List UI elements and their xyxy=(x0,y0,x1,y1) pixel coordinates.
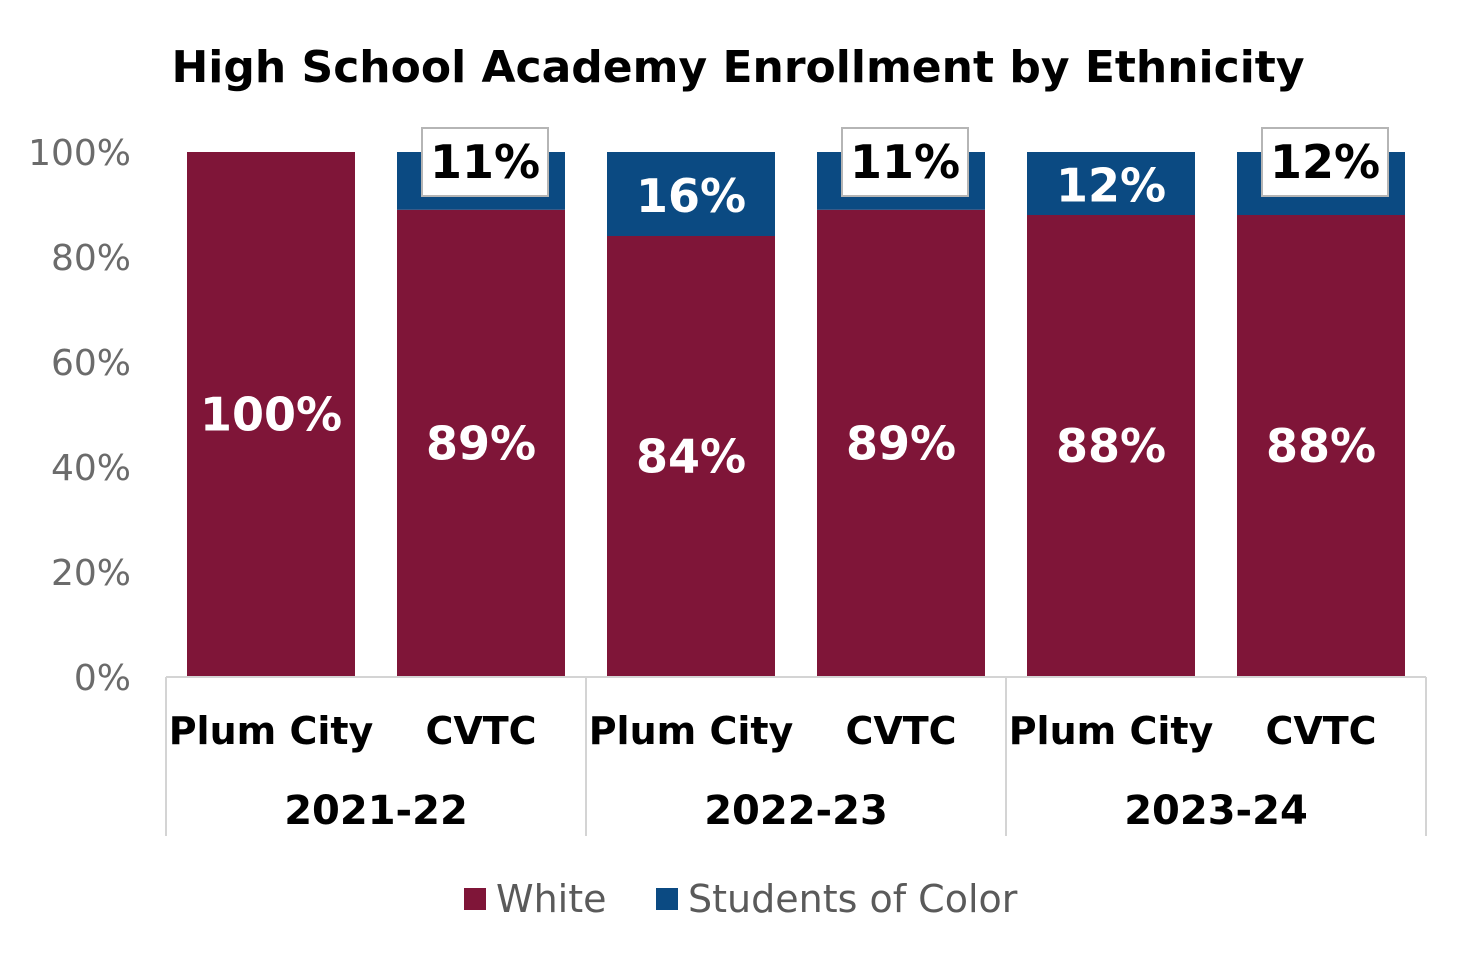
category-label: CVTC xyxy=(845,709,956,753)
bar-segment-students-of-color xyxy=(607,152,775,236)
bar-segment-white xyxy=(1027,215,1195,677)
chart-title: High School Academy Enrollment by Ethnic… xyxy=(171,42,1304,93)
category-label: Plum City xyxy=(169,709,374,753)
data-label-white: 84% xyxy=(636,430,746,484)
group-label: 2021-22 xyxy=(284,788,468,834)
bar-segment-white xyxy=(397,209,565,677)
data-label-students-of-color: 12% xyxy=(1270,135,1380,189)
bar-segment-white xyxy=(1237,215,1405,677)
data-label-box xyxy=(1261,127,1389,197)
bar-segment-white xyxy=(607,236,775,677)
bar-segment-white xyxy=(187,152,355,677)
bar-segment-students-of-color xyxy=(1027,152,1195,215)
category-label: Plum City xyxy=(1009,709,1214,753)
legend-swatch xyxy=(464,888,486,910)
group-label: 2022-23 xyxy=(704,788,888,834)
category-label: CVTC xyxy=(1265,709,1376,753)
legend: White Students of Color xyxy=(464,877,1018,921)
legend-swatch xyxy=(656,888,678,910)
y-tick-label: 60% xyxy=(51,343,131,384)
bars xyxy=(187,152,1405,677)
group-label: 2023-24 xyxy=(1124,788,1308,834)
data-label-students-of-color: 16% xyxy=(636,169,746,223)
y-tick-label: 0% xyxy=(74,658,131,699)
y-axis: 0% 20% 40% 60% 80% 100% xyxy=(28,133,131,699)
data-label-students-of-color: 11% xyxy=(430,135,540,189)
legend-label: White xyxy=(496,877,607,921)
legend-label: Students of Color xyxy=(688,877,1018,921)
data-label-white: 89% xyxy=(846,416,956,470)
y-tick-label: 40% xyxy=(51,448,131,489)
y-tick-label: 20% xyxy=(51,553,131,594)
x-axis: Plum City CVTC Plum City CVTC Plum City CVTC 2… xyxy=(165,676,1427,836)
data-label-white: 88% xyxy=(1056,419,1166,473)
y-tick-label: 100% xyxy=(28,133,131,174)
data-label-students-of-color: 11% xyxy=(850,135,960,189)
data-label-students-of-color: 12% xyxy=(1056,159,1166,213)
data-label-box xyxy=(421,127,549,197)
data-label-box xyxy=(841,127,969,197)
data-label-white: 89% xyxy=(426,416,536,470)
data-label-white: 100% xyxy=(200,388,342,442)
data-label-white: 88% xyxy=(1266,419,1376,473)
data-labels: 100% 89% 11% 84% 16% 89% 11% 88% 12% 88% 12% xyxy=(200,127,1389,484)
category-label: Plum City xyxy=(589,709,794,753)
y-tick-label: 80% xyxy=(51,238,131,279)
category-label: CVTC xyxy=(425,709,536,753)
bar-segment-white xyxy=(817,209,985,677)
